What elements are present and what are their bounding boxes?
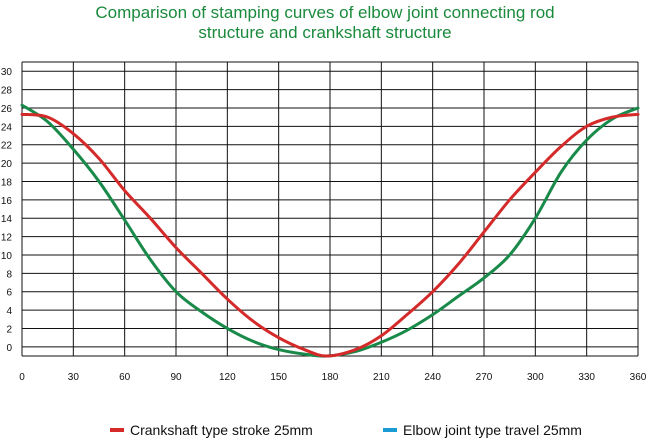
series-line-crankshaft (20, 112, 640, 358)
x-tick-label: 30 (68, 372, 80, 383)
grid-lines (21, 61, 639, 357)
x-tick-label: 270 (476, 372, 493, 383)
y-tick-label: 22 (1, 141, 13, 152)
x-tick-label: 90 (170, 372, 182, 383)
x-tick-label: 360 (630, 372, 647, 383)
y-tick-label: 12 (1, 233, 13, 244)
x-tick-label: 240 (424, 372, 441, 383)
x-tick-label: 60 (119, 372, 131, 383)
x-tick-label: 120 (219, 372, 236, 383)
y-tick-label: 28 (1, 86, 13, 97)
x-tick-label: 150 (270, 372, 287, 383)
legend-item-elbow: Elbow joint type travel 25mm (383, 422, 582, 438)
y-tick-label: 30 (1, 67, 13, 78)
y-tick-label: 18 (1, 177, 13, 188)
chart-title-line-1: Comparison of stamping curves of elbow j… (95, 3, 555, 22)
legend-label-crankshaft: Crankshaft type stroke 25mm (130, 422, 313, 438)
legend-item-crankshaft: Crankshaft type stroke 25mm (110, 422, 313, 438)
legend-label-elbow: Elbow joint type travel 25mm (403, 422, 582, 438)
series-layer (20, 103, 640, 358)
y-tick-label: 20 (1, 159, 13, 170)
x-tick-label: 0 (19, 372, 25, 383)
y-tick-label: 16 (1, 196, 13, 207)
x-tick-label: 180 (322, 372, 339, 383)
y-tick-label: 14 (1, 214, 13, 225)
legend-swatch-elbow (383, 428, 397, 432)
y-tick-label: 4 (6, 306, 12, 317)
legend-swatch-crankshaft (110, 428, 124, 432)
y-tick-label: 6 (6, 288, 12, 299)
y-tick-label: 8 (6, 269, 12, 280)
y-tick-label: 0 (6, 343, 12, 354)
y-tick-label: 26 (1, 104, 13, 115)
y-tick-label: 24 (1, 122, 13, 133)
x-tick-label: 210 (373, 372, 390, 383)
x-tick-label: 330 (578, 372, 595, 383)
x-tick-label: 300 (527, 372, 544, 383)
chart-title-line-2: structure and crankshaft structure (198, 23, 452, 42)
y-tick-label: 2 (6, 324, 12, 335)
y-tick-label: 10 (1, 251, 13, 262)
